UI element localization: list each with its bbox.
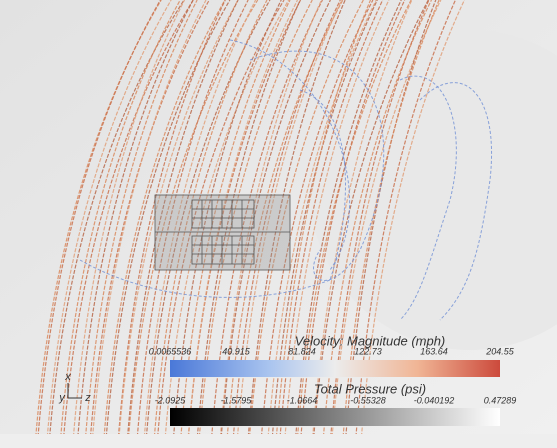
viewport: Velocity: Magnitude (mph) Total Pressure… [0,0,557,448]
tick-label: 204.55 [485,346,515,356]
tick-label: -0.040192 [414,395,455,405]
mesh-box [155,195,290,270]
tick-label: -2.0925 [155,395,187,405]
tick-label: 0.47289 [484,395,517,405]
pressure-colorbar [170,408,500,426]
velocity-colorbar [170,360,500,377]
tick-label: 122.73 [354,346,382,356]
tick-label: -1.5795 [221,395,253,405]
tick-label: 40.915 [222,346,251,356]
box [155,195,290,270]
tick-label: -0.55328 [350,395,386,405]
axis-label: z [84,392,91,404]
tick-label: -1.0664 [287,395,318,405]
tick-label: 81.824 [288,346,316,356]
axis-label: x [64,371,71,383]
tick-label: 163.64 [420,346,448,356]
legend-title: Total Pressure (psi) [314,381,426,396]
bottom-strip [0,434,557,448]
tick-label: 0.0065536 [149,346,192,356]
